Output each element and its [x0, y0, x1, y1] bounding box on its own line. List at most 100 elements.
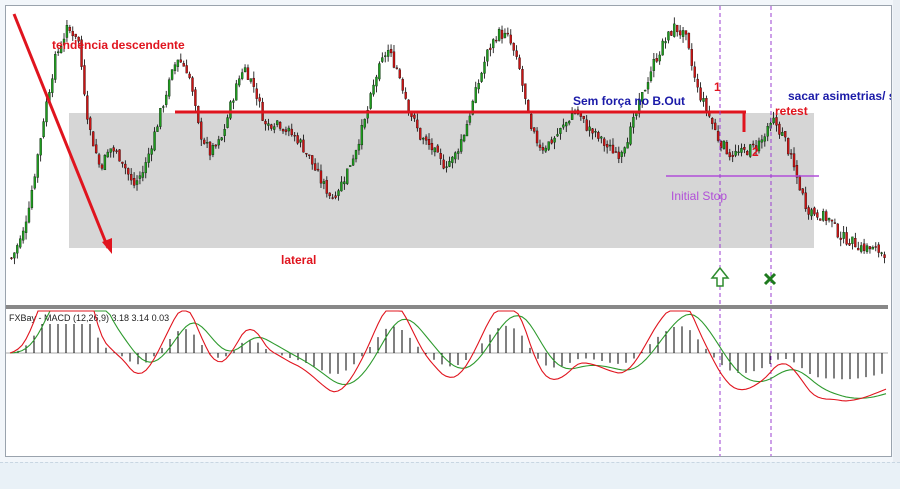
candle-body	[503, 32, 507, 38]
candle-body	[754, 145, 758, 150]
candle-body	[471, 100, 474, 115]
candle-body	[588, 126, 591, 131]
candle-body	[728, 152, 731, 158]
candle-body	[740, 148, 743, 153]
candle-body	[430, 143, 434, 151]
candle-body	[424, 136, 428, 141]
candle-body	[124, 163, 127, 169]
candle-body	[363, 119, 366, 128]
candle-body	[83, 65, 86, 95]
candle-body	[337, 190, 340, 196]
candle-body	[413, 114, 416, 119]
panel-separator	[6, 305, 888, 309]
candle-body	[646, 82, 650, 90]
candle-body	[130, 174, 133, 181]
downtrend-arrowhead	[102, 238, 112, 254]
candle-body	[743, 147, 746, 150]
candle-body	[235, 83, 238, 101]
label-weak-breakout: Sem força no B.Out	[573, 94, 685, 108]
candle-body	[673, 23, 676, 37]
candle-body	[220, 137, 223, 141]
candle-body	[839, 237, 842, 240]
candle-body	[290, 128, 293, 136]
candle-body	[527, 99, 530, 113]
candle-body	[33, 176, 36, 189]
candle-body	[626, 142, 629, 149]
candle-body	[658, 54, 661, 62]
candle-body	[690, 49, 693, 66]
candle-body	[42, 121, 45, 138]
candle-body	[617, 151, 620, 159]
candle-body	[556, 134, 559, 137]
candle-body	[605, 144, 609, 148]
candle-body	[229, 101, 232, 119]
candle-body	[328, 192, 331, 197]
candle-body	[372, 84, 375, 95]
candle-body	[284, 129, 288, 132]
candle-body	[16, 245, 19, 254]
candle-body	[714, 122, 717, 130]
candle-body	[106, 151, 109, 158]
candle-body	[857, 247, 860, 251]
candle-body	[71, 31, 74, 37]
candle-body	[716, 130, 720, 141]
candle-body	[591, 128, 594, 134]
candle-body	[127, 168, 130, 175]
candle-body	[822, 211, 825, 221]
candle-body	[868, 246, 872, 250]
candle-body	[276, 120, 279, 125]
candle-body	[600, 136, 603, 139]
candle-body	[798, 176, 802, 191]
candle-body	[635, 113, 638, 116]
candle-body	[112, 147, 115, 152]
candle-body	[684, 30, 688, 35]
candle-body	[162, 106, 165, 108]
candle-body	[173, 64, 177, 71]
candle-body	[781, 132, 784, 136]
candle-body	[240, 72, 244, 79]
candle-body	[264, 120, 267, 125]
label-initial-stop: Initial Stop	[671, 189, 727, 203]
candle-body	[273, 126, 276, 130]
downtrend-line	[12, 13, 110, 249]
candle-body	[94, 144, 98, 154]
candle-body	[530, 113, 533, 129]
exit-cross-icon	[763, 272, 777, 286]
candle-body	[135, 180, 139, 185]
candle-body	[524, 83, 527, 99]
candle-body	[597, 132, 600, 139]
candle-body	[278, 121, 282, 129]
candle-body	[678, 30, 682, 36]
candle-body	[138, 175, 142, 179]
candle-body	[316, 168, 320, 171]
candle-body	[436, 145, 439, 153]
candle-body	[862, 243, 866, 251]
candle-body	[632, 116, 635, 128]
candle-body	[448, 161, 451, 167]
label-asymmetry: sacar asimetrias/ st	[788, 89, 891, 103]
window-right-edge	[893, 0, 900, 462]
candle-body	[532, 127, 536, 132]
candle-body	[159, 108, 162, 127]
candle-body	[340, 181, 343, 192]
candle-body	[544, 147, 547, 152]
candle-body	[711, 118, 714, 124]
candle-body	[287, 127, 291, 132]
candle-body	[614, 151, 618, 153]
candle-body	[638, 99, 641, 114]
candle-body	[763, 136, 766, 142]
candle-body	[208, 141, 212, 156]
candle-body	[369, 93, 372, 109]
candle-body	[238, 78, 241, 86]
candle-body	[816, 212, 819, 218]
candle-body	[249, 78, 253, 82]
candle-body	[302, 139, 305, 153]
candle-body	[459, 139, 463, 152]
candle-body	[518, 57, 521, 69]
candle-body	[734, 151, 737, 156]
candle-body	[389, 48, 393, 54]
candle-body	[185, 65, 188, 74]
candle-body	[203, 139, 206, 144]
candle-body	[603, 138, 606, 146]
candle-body	[860, 245, 863, 252]
